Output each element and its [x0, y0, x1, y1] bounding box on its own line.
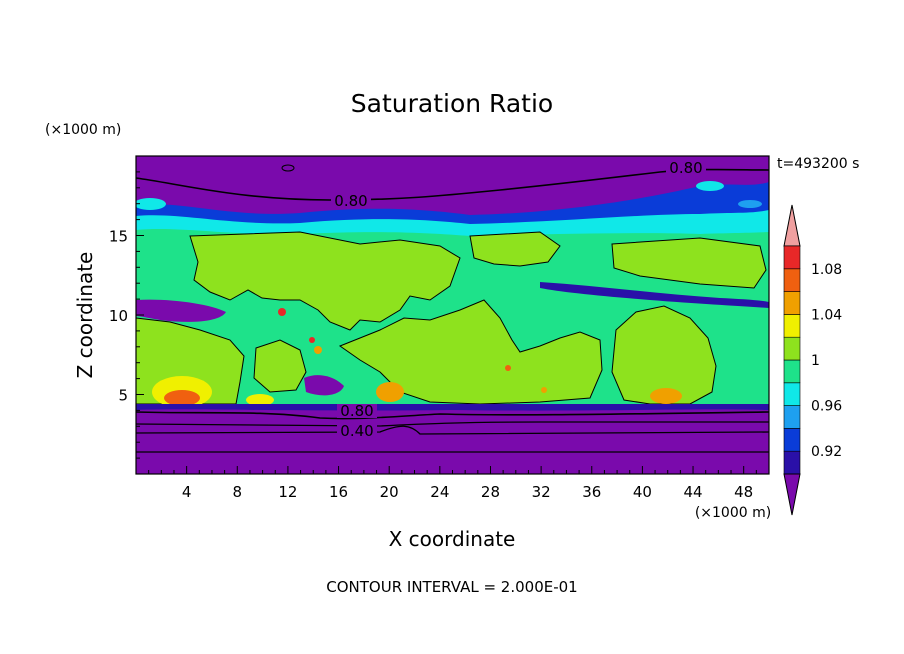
colorbar-swatch	[783, 428, 801, 452]
green-region-a	[189, 231, 461, 331]
contour-label-text: 0.80	[669, 159, 702, 177]
colorbar-label: 0.92	[811, 444, 842, 460]
x-tick-label: 8	[233, 483, 243, 501]
green-region-b	[469, 231, 561, 267]
x-tick-label: 32	[532, 483, 551, 501]
contour-label-3: 0.80	[337, 402, 377, 420]
colorbar-swatch	[783, 245, 801, 270]
colorbar-bottom-arrow	[783, 473, 801, 516]
warm-blob-2	[376, 382, 404, 402]
moist-patch-upper-left	[136, 198, 166, 210]
x-tick-label: 48	[734, 483, 753, 501]
warm-speck-2	[314, 346, 322, 354]
dry-streak-right	[540, 282, 769, 308]
y-tick-label: 10	[109, 307, 128, 325]
x-tick-label: 20	[380, 483, 399, 501]
lower-dry-layer	[136, 404, 769, 474]
x-tick-label: 24	[430, 483, 449, 501]
contour-0.60-lower	[136, 421, 769, 427]
colorbar-label: 1.04	[811, 307, 842, 323]
colorbar-swatch	[783, 314, 801, 338]
dry-pocket	[304, 375, 344, 396]
contour-label-text: 0.40	[340, 422, 373, 440]
warm-speck-4	[505, 365, 511, 371]
warm-blob-4	[246, 394, 274, 406]
warm-blob-1-core	[164, 390, 200, 406]
colorbar-swatch	[783, 268, 801, 292]
colorbar: 0.92 0.96 1 1.04 1.08	[783, 204, 842, 516]
warm-speck-5	[541, 387, 547, 393]
green-region-small	[253, 339, 307, 393]
green-region-right	[611, 305, 717, 405]
colorbar-top-arrow	[783, 204, 801, 247]
green-region-mid	[338, 299, 603, 405]
dry-intrusion	[136, 299, 226, 322]
contour-label-2: 0.80	[331, 192, 371, 210]
x-tick-label: 28	[481, 483, 500, 501]
moist-patch-far-right	[738, 200, 762, 208]
y-tick-label: 5	[118, 387, 128, 405]
x-tick-label: 36	[582, 483, 601, 501]
colorbar-swatch	[783, 291, 801, 315]
colorbar-swatch	[783, 359, 801, 384]
plot-field	[136, 156, 769, 474]
warm-blob-3	[650, 388, 682, 404]
colorbar-swatch	[783, 382, 801, 406]
contour-0.40-lower	[136, 425, 769, 435]
y-axis-ticks: 5 10 15	[109, 171, 144, 459]
x-unit-label: (×1000 m)	[695, 505, 771, 521]
x-tick-label: 44	[683, 483, 702, 501]
x-tick-label: 40	[633, 483, 652, 501]
moist-patch-upper-right	[696, 181, 724, 191]
colorbar-label: 0.96	[811, 399, 842, 415]
colorbar-label: 1.08	[811, 262, 842, 278]
contour-label-text: 0.80	[334, 192, 367, 210]
x-tick-label: 4	[182, 483, 192, 501]
time-label: t=493200 s	[777, 156, 859, 172]
contour-label-text: 0.80	[340, 402, 373, 420]
contour-interval-note: CONTOUR INTERVAL = 2.000E-01	[326, 578, 577, 596]
y-axis-title: Z coordinate	[73, 252, 97, 379]
warm-speck-1	[278, 308, 286, 316]
contour-lobe	[281, 164, 295, 172]
x-tick-label: 12	[278, 483, 297, 501]
colorbar-swatch	[783, 405, 801, 429]
contour-label-4: 0.40	[337, 422, 377, 440]
colorbar-swatch	[783, 450, 801, 475]
chart-title: Saturation Ratio	[351, 89, 553, 118]
green-region-c	[611, 237, 767, 289]
x-axis-title: X coordinate	[389, 527, 516, 551]
lower-dry-edge	[136, 404, 769, 411]
y-tick-label: 15	[109, 228, 128, 246]
contour-0.80-lower	[136, 411, 769, 420]
x-tick-label: 16	[329, 483, 348, 501]
y-unit-label: (×1000 m)	[45, 122, 121, 138]
colorbar-swatch	[783, 336, 801, 361]
contour-label-1: 0.80	[666, 159, 706, 177]
x-axis-ticks: 4 8 12 16 20 24 28 32 36 40 44 48	[148, 466, 757, 501]
colorbar-label: 1	[811, 353, 820, 369]
warm-speck-3	[309, 337, 315, 343]
